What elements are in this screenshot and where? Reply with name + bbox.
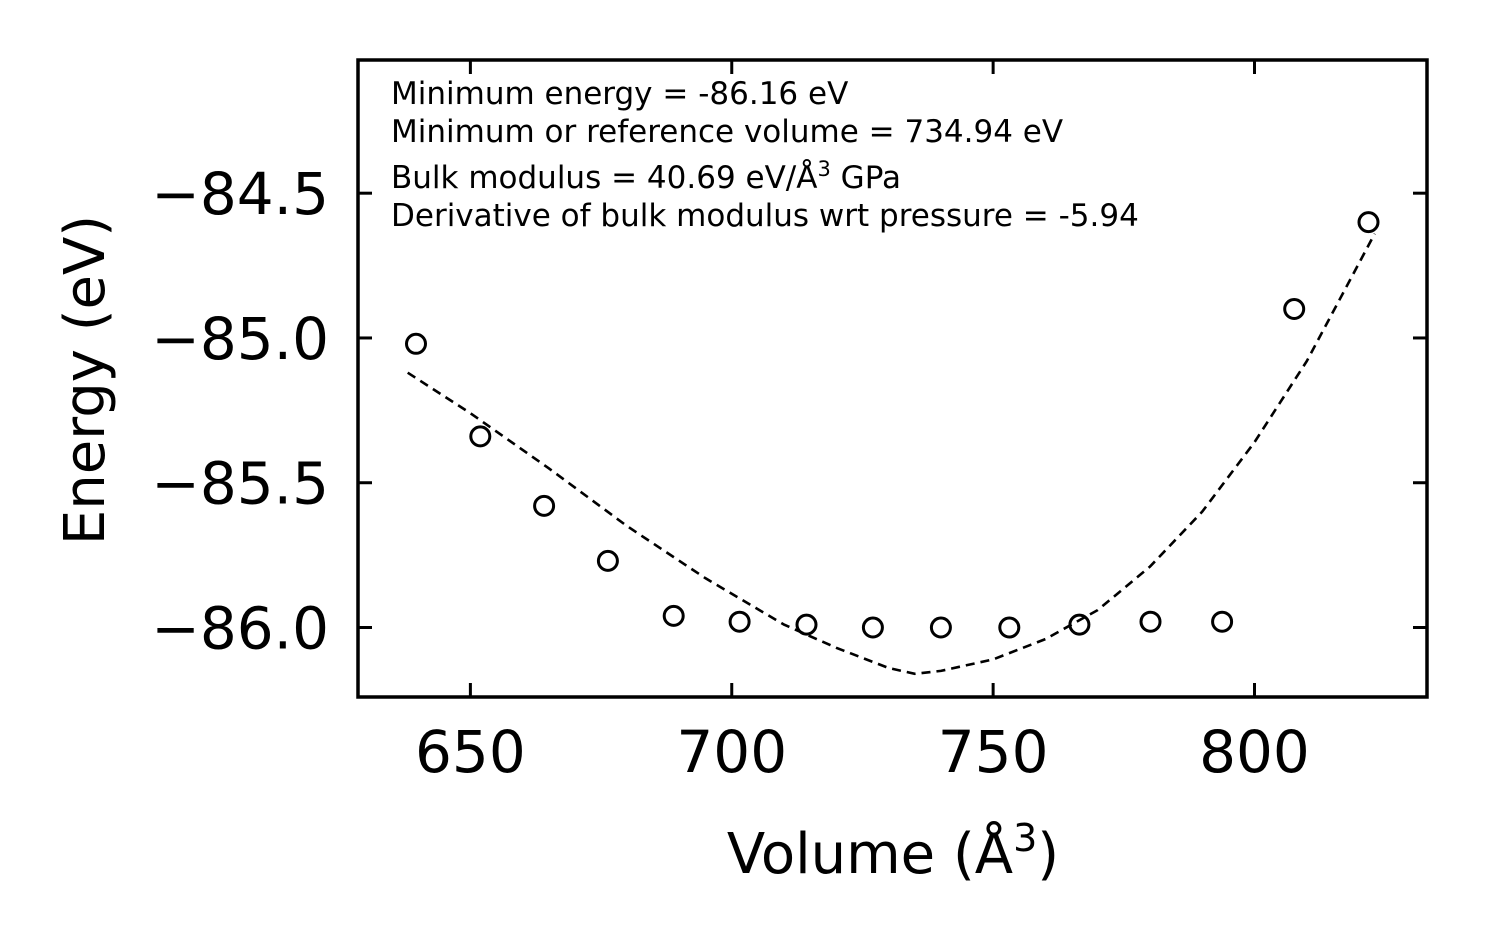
annotation-box: Minimum energy = -86.16 eV Minimum or re… — [391, 76, 1139, 234]
annotation-min-energy: Minimum energy = -86.16 eV — [391, 76, 848, 112]
y-tick-label: −86.0 — [151, 595, 329, 663]
annotation-bulk-modulus-sup: 3 — [817, 157, 830, 181]
y-tick-label: −85.5 — [151, 450, 329, 518]
x-axis-label-close: ) — [1037, 822, 1059, 887]
x-tick-label: 700 — [676, 718, 787, 786]
data-point — [795, 613, 818, 636]
data-point — [998, 616, 1021, 639]
annotation-bulk-modulus-text: Bulk modulus = 40.69 eV/Å — [391, 160, 817, 196]
data-point — [1139, 610, 1162, 633]
x-axis-label-sup: 3 — [1013, 816, 1037, 860]
data-point — [405, 332, 427, 355]
data-point — [662, 604, 685, 627]
data-point — [533, 494, 556, 517]
x-axis-label-text: Volume (Å — [727, 821, 1013, 887]
annotation-bulk-derivative: Derivative of bulk modulus wrt pressure … — [391, 198, 1139, 234]
y-tick-label: −84.5 — [151, 160, 329, 228]
data-point — [1211, 610, 1234, 633]
x-tick-label: 750 — [938, 718, 1049, 786]
data-point — [861, 616, 884, 639]
data-point — [728, 610, 751, 633]
axis-ticks — [358, 60, 1427, 697]
x-tick-label: 650 — [415, 718, 526, 786]
annotation-bulk-modulus-unit: GPa — [831, 160, 901, 196]
fit-curve — [406, 233, 1376, 676]
data-point — [1283, 298, 1306, 320]
y-tick-label: −85.0 — [151, 305, 329, 373]
x-tick-label: 800 — [1199, 718, 1310, 786]
annotation-min-volume: Minimum or reference volume = 734.94 eV — [391, 114, 1063, 150]
data-point — [1357, 211, 1380, 234]
plot-area — [405, 211, 1380, 676]
x-axis-label: Volume (Å3) — [727, 816, 1059, 887]
data-point — [596, 549, 619, 572]
data-point — [929, 616, 952, 639]
plot-frame — [356, 58, 1429, 699]
data-point — [469, 425, 492, 448]
y-axis-label: Energy (eV) — [53, 215, 118, 545]
annotation-bulk-modulus: Bulk modulus = 40.69 eV/Å3 GPa — [391, 157, 901, 196]
